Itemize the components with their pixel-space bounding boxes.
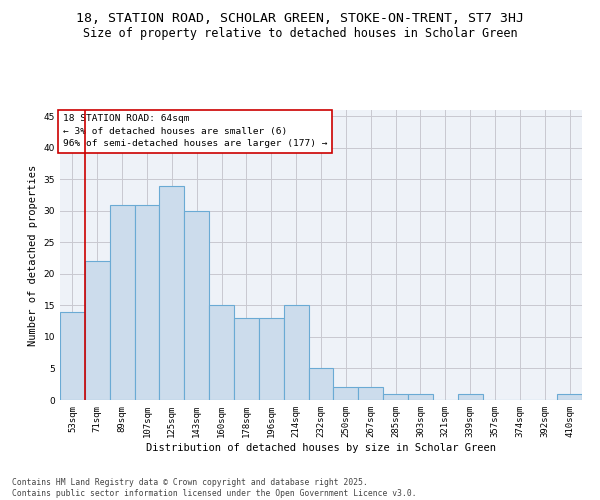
Bar <box>557 394 582 400</box>
Bar <box>234 318 259 400</box>
Bar <box>110 204 134 400</box>
Bar <box>284 306 308 400</box>
Text: Size of property relative to detached houses in Scholar Green: Size of property relative to detached ho… <box>83 28 517 40</box>
Bar <box>209 306 234 400</box>
Bar <box>160 186 184 400</box>
Bar <box>85 262 110 400</box>
Bar <box>60 312 85 400</box>
Bar <box>383 394 408 400</box>
Bar <box>134 204 160 400</box>
X-axis label: Distribution of detached houses by size in Scholar Green: Distribution of detached houses by size … <box>146 442 496 452</box>
Bar <box>184 211 209 400</box>
Bar <box>358 388 383 400</box>
Bar <box>408 394 433 400</box>
Text: Contains HM Land Registry data © Crown copyright and database right 2025.
Contai: Contains HM Land Registry data © Crown c… <box>12 478 416 498</box>
Y-axis label: Number of detached properties: Number of detached properties <box>28 164 38 346</box>
Bar <box>259 318 284 400</box>
Bar <box>458 394 482 400</box>
Text: 18 STATION ROAD: 64sqm
← 3% of detached houses are smaller (6)
96% of semi-detac: 18 STATION ROAD: 64sqm ← 3% of detached … <box>62 114 327 148</box>
Bar <box>334 388 358 400</box>
Text: 18, STATION ROAD, SCHOLAR GREEN, STOKE-ON-TRENT, ST7 3HJ: 18, STATION ROAD, SCHOLAR GREEN, STOKE-O… <box>76 12 524 26</box>
Bar <box>308 368 334 400</box>
